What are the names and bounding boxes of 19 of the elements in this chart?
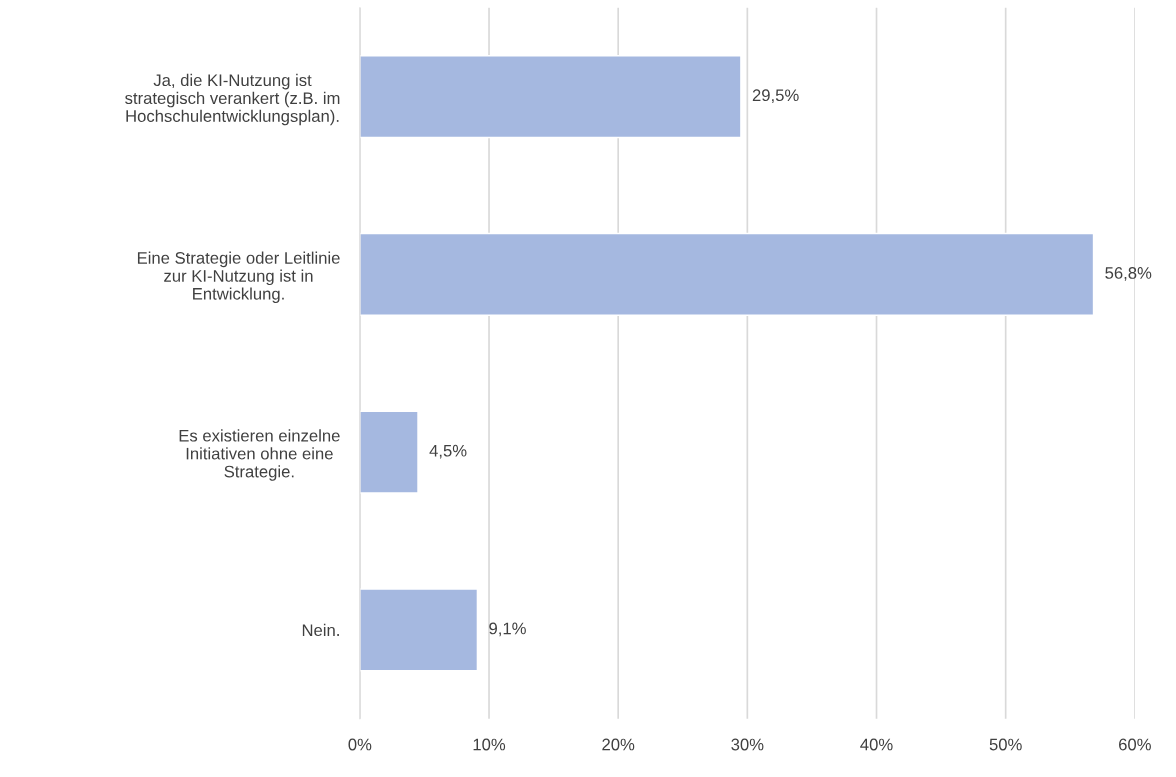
x-tick-label: 20% xyxy=(602,738,635,751)
y-tick-label: Eine Strategie oder Leitlinie zur KI-Nutzung ist in Entwicklung. xyxy=(137,251,340,304)
bar xyxy=(359,232,1095,316)
data-label: 9,1% xyxy=(489,622,526,637)
y-tick-label: Es existieren einzelne Initiativen ohne eine Strategie. xyxy=(179,429,340,481)
bar xyxy=(359,410,419,494)
x-tick-label: 60% xyxy=(1119,738,1151,751)
bar xyxy=(359,588,479,672)
data-label: 56,8% xyxy=(1105,267,1152,281)
x-tick-label: 10% xyxy=(473,738,506,751)
x-tick-label: 40% xyxy=(860,738,893,751)
y-tick-label: Ja, die KI-Nutzung ist strategisch verankert (z.B. im Hochschulentwicklungsplan). xyxy=(125,73,340,126)
bar xyxy=(359,55,742,139)
x-tick-label: 50% xyxy=(989,738,1022,751)
x-tick-label: 0% xyxy=(348,738,372,751)
data-label: 4,5% xyxy=(429,444,467,459)
data-label: 29,5% xyxy=(752,89,799,104)
y-tick-label: Nein. xyxy=(302,623,339,637)
x-tick-label: 30% xyxy=(731,738,764,751)
